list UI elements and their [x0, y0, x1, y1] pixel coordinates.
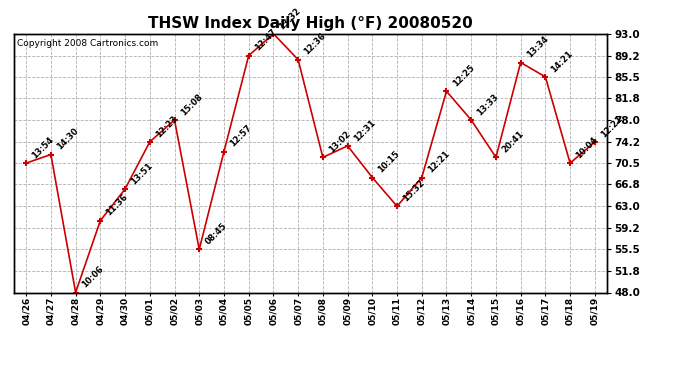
- Text: 10:15: 10:15: [377, 150, 402, 175]
- Text: 14:21: 14:21: [549, 49, 575, 74]
- Text: 10:06: 10:06: [80, 264, 105, 290]
- Text: 13:02: 13:02: [327, 129, 352, 154]
- Text: 14:30: 14:30: [55, 126, 80, 152]
- Title: THSW Index Daily High (°F) 20080520: THSW Index Daily High (°F) 20080520: [148, 16, 473, 31]
- Text: 10:04: 10:04: [574, 135, 600, 160]
- Text: 12:25: 12:25: [451, 63, 476, 88]
- Text: 11:36: 11:36: [104, 193, 130, 218]
- Text: 12:36: 12:36: [302, 32, 328, 57]
- Text: 13:51: 13:51: [129, 161, 155, 186]
- Text: Copyright 2008 Cartronics.com: Copyright 2008 Cartronics.com: [17, 39, 158, 48]
- Text: 12:47: 12:47: [253, 27, 278, 53]
- Text: 13:32: 13:32: [277, 6, 303, 31]
- Text: 12:57: 12:57: [228, 124, 253, 149]
- Text: 12:23: 12:23: [154, 114, 179, 139]
- Text: 15:08: 15:08: [179, 92, 204, 117]
- Text: 12:31: 12:31: [352, 118, 377, 143]
- Text: 13:33: 13:33: [475, 92, 500, 117]
- Text: 15:32: 15:32: [401, 178, 426, 204]
- Text: 13:54: 13:54: [30, 135, 56, 160]
- Text: 12:21: 12:21: [599, 114, 624, 139]
- Text: 13:34: 13:34: [525, 34, 550, 60]
- Text: 12:21: 12:21: [426, 149, 451, 175]
- Text: 20:41: 20:41: [500, 129, 525, 154]
- Text: 08:45: 08:45: [204, 221, 228, 247]
